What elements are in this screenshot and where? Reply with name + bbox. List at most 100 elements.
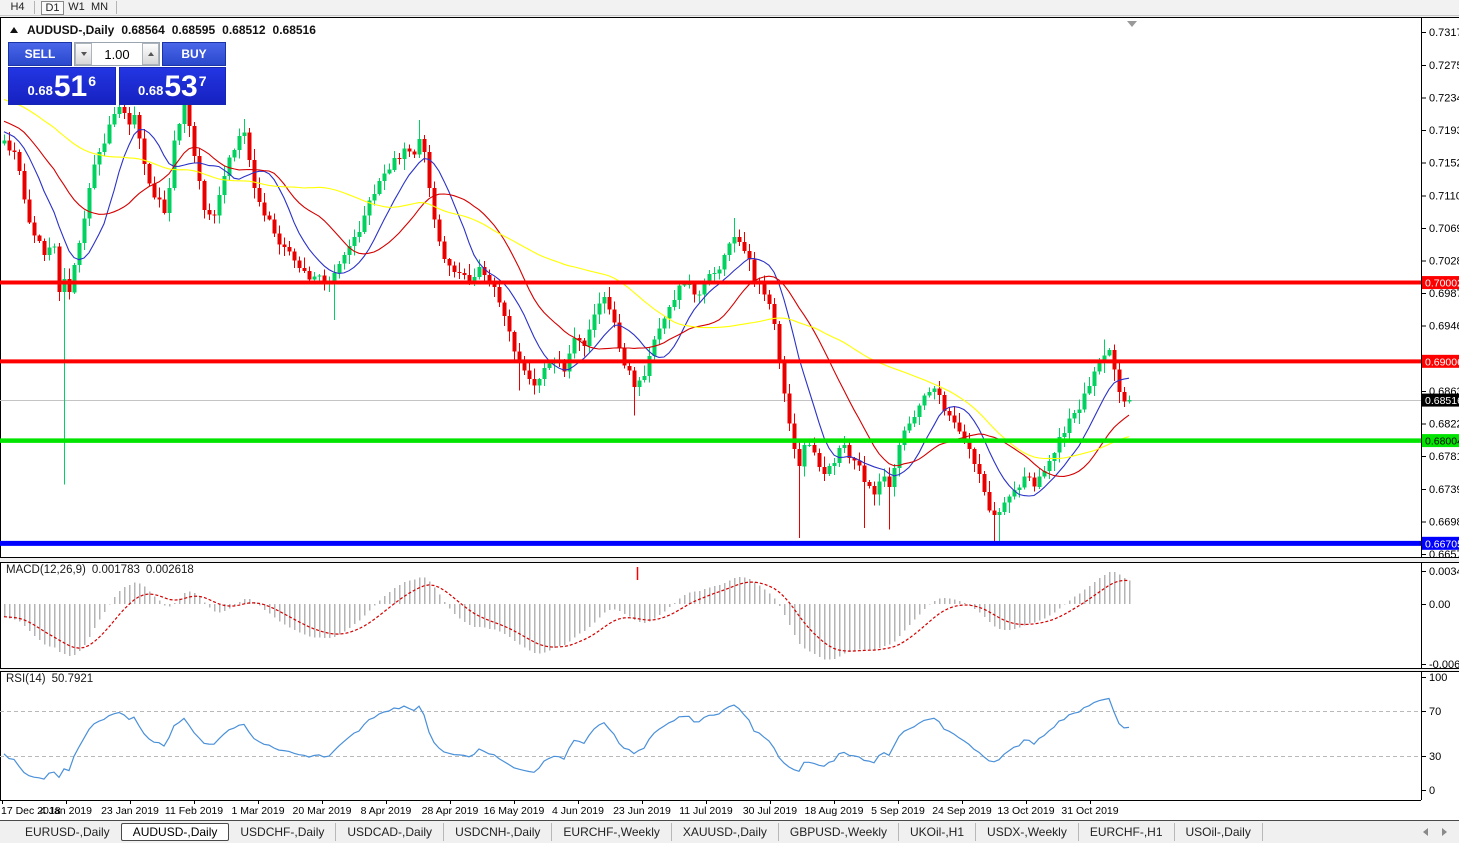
macd-panel-splitter[interactable] — [0, 557, 1459, 563]
chart-symbol-label: AUDUSD-,Daily — [27, 23, 115, 37]
rsi-value: 50.7921 — [51, 673, 94, 685]
buy-price-pip: 7 — [198, 73, 207, 89]
timeframe-button-w1[interactable]: W1 — [68, 1, 85, 13]
time-axis-label: 30 Jul 2019 — [743, 805, 797, 817]
chart-tab-usdx-weekly[interactable]: USDX-,Weekly — [976, 823, 1079, 841]
ohlc-close: 0.68516 — [272, 23, 316, 37]
rsi-axis-tick: 100 — [1429, 672, 1447, 684]
price-axis-tick: 0.66980 — [1429, 517, 1459, 529]
time-axis-label: 18 Aug 2019 — [805, 805, 864, 817]
tab-scroll-left-button[interactable] — [1423, 828, 1428, 836]
macd-signal-value: 0.002618 — [145, 564, 194, 576]
volume-increase-button[interactable] — [142, 43, 159, 65]
macd-axis-tick: 0.00 — [1429, 599, 1450, 611]
buy-price-prefix: 0.68 — [138, 83, 164, 98]
chart-tab-eurusd-daily[interactable]: EURUSD-,Daily — [25, 825, 110, 839]
sell-button[interactable]: SELL — [8, 42, 72, 66]
rsi-label: RSI(14) 50.7921 — [6, 673, 93, 685]
price-axis-tick: 0.72340 — [1429, 93, 1459, 105]
level-price-label-0.68004 — [1422, 434, 1459, 448]
volume-down-icon — [80, 52, 87, 56]
time-axis-label: 4 Jun 2019 — [552, 805, 604, 817]
rsi-axis-tick: 30 — [1429, 751, 1441, 763]
time-axis-label: 24 Sep 2019 — [932, 805, 992, 817]
rsi-axis-tick: 70 — [1429, 706, 1441, 718]
level-price-label-0.69006 — [1422, 354, 1459, 368]
buy-button[interactable]: BUY — [162, 42, 226, 66]
rsi-line — [3, 697, 1130, 780]
level-price-label-0.70002 — [1422, 276, 1459, 290]
time-axis-label: 28 Apr 2019 — [422, 805, 479, 817]
ohlc-high: 0.68595 — [171, 23, 216, 37]
chart-header: AUDUSD-,Daily 0.68564 0.68595 0.68512 0.… — [10, 23, 316, 37]
time-axis-label: 20 Mar 2019 — [293, 805, 352, 817]
time-axis-label: 23 Jan 2019 — [101, 805, 159, 817]
macd-name: MACD(12,26,9) — [6, 564, 86, 576]
price-chart: 0.73170 0.72750 0.72340 0.71930 0.71520 0.711… — [0, 17, 1459, 820]
chart-tab-usdcad-daily[interactable]: USDCAD-,Daily — [336, 823, 445, 841]
time-axis-label: 16 May 2019 — [484, 805, 545, 817]
price-axis-tick: 0.69870 — [1429, 288, 1459, 300]
time-axis-label: 11 Jul 2019 — [679, 805, 733, 817]
scroll-position-marker-icon[interactable] — [1127, 21, 1137, 27]
level-price-label-0.66705 — [1422, 536, 1459, 550]
ohlc-open: 0.68564 — [121, 23, 165, 37]
volume-up-icon — [147, 52, 154, 56]
chart-tab-usdcnh-daily[interactable]: USDCNH-,Daily — [444, 823, 553, 841]
chart-tab-usdchf-daily[interactable]: USDCHF-,Daily — [229, 823, 337, 841]
svg-text:0.69006: 0.69006 — [1425, 356, 1459, 368]
time-axis-label: 11 Feb 2019 — [165, 805, 223, 817]
timeframe-button-h4[interactable]: H4 — [10, 1, 25, 13]
timeframe-button-mn[interactable]: MN — [90, 1, 109, 13]
sell-price-prefix: 0.68 — [27, 83, 53, 98]
sma-10-line — [3, 129, 1130, 497]
chart-tab-audusd-daily[interactable]: AUDUSD-,Daily — [120, 823, 230, 841]
svg-text:0.70002: 0.70002 — [1425, 278, 1459, 290]
tab-scroll-right-button[interactable] — [1442, 828, 1447, 836]
current-price-label — [1422, 393, 1459, 407]
sell-price-display[interactable]: 0.68 51 6 — [8, 67, 116, 105]
rsi-panel-splitter[interactable] — [0, 668, 1459, 672]
macd-axis-tick: 0.00349 — [1429, 566, 1459, 578]
price-axis-tick: 0.68220 — [1429, 419, 1459, 431]
chart-tab-ukoil-h1[interactable]: UKOil-,H1 — [899, 823, 977, 841]
sma-21-line — [3, 120, 1130, 477]
time-axis-label: 1 Mar 2019 — [231, 805, 284, 817]
volume-box: 1.00 — [74, 42, 160, 66]
volume-input[interactable]: 1.00 — [104, 46, 130, 62]
price-axis-tick: 0.72750 — [1429, 60, 1459, 72]
chart-tab-eurchf-weekly[interactable]: EURCHF-,Weekly — [552, 823, 672, 841]
time-axis-label: 17 Dec 2018 — [1, 805, 61, 817]
macd-label: MACD(12,26,9) 0.001783 0.002618 — [6, 564, 194, 576]
toolbar-separator — [116, 1, 117, 14]
chart-tab-gbpusd-weekly[interactable]: GBPUSD-,Weekly — [779, 823, 900, 841]
time-axis-label: 8 Apr 2019 — [361, 805, 412, 817]
macd-histogram — [3, 572, 1131, 660]
chart-tabs: EURUSD-,Daily AUDUSD-,Daily USDCHF-,Daily U… — [14, 823, 1263, 841]
expand-triangle-icon[interactable] — [10, 27, 18, 33]
price-axis-tick: 0.70280 — [1429, 256, 1459, 268]
sell-price-big: 51 — [53, 70, 88, 103]
timeframe-toolbar: H4 D1 W1 MN — [0, 0, 1459, 16]
volume-decrease-button[interactable] — [75, 43, 92, 65]
svg-text:0.68516: 0.68516 — [1425, 395, 1459, 407]
chart-tab-usoil-daily[interactable]: USOil-,Daily — [1175, 823, 1263, 841]
time-axis-label: 13 Oct 2019 — [997, 805, 1054, 817]
buy-price-display[interactable]: 0.68 53 7 — [118, 67, 226, 105]
price-axis-tick: 0.69460 — [1429, 320, 1459, 332]
sma-50-line — [3, 98, 1130, 460]
chart-tab-xauusd-daily[interactable]: XAUUSD-,Daily — [672, 823, 779, 841]
macd-axis-tick: -0.00637 — [1429, 659, 1459, 671]
svg-text:0.66705: 0.66705 — [1425, 538, 1459, 550]
time-axis-label: 5 Sep 2019 — [871, 805, 925, 817]
one-click-trading-panel: SELL 1.00 BUY 0.68 51 6 0.68 53 7 — [8, 42, 226, 105]
time-axis-label: 4 Jan 2019 — [40, 805, 92, 817]
chart-area: 0.73170 0.72750 0.72340 0.71930 0.71520 0.711… — [0, 17, 1459, 820]
price-axis-tick: 0.67810 — [1429, 451, 1459, 463]
candlestick-series — [2, 92, 1132, 544]
timeframe-button-d1[interactable]: D1 — [41, 0, 64, 15]
chart-tab-eurchf-h1[interactable]: EURCHF-,H1 — [1079, 823, 1175, 841]
macd-main-value: 0.001783 — [91, 564, 140, 576]
toolbar-separator — [34, 1, 35, 14]
